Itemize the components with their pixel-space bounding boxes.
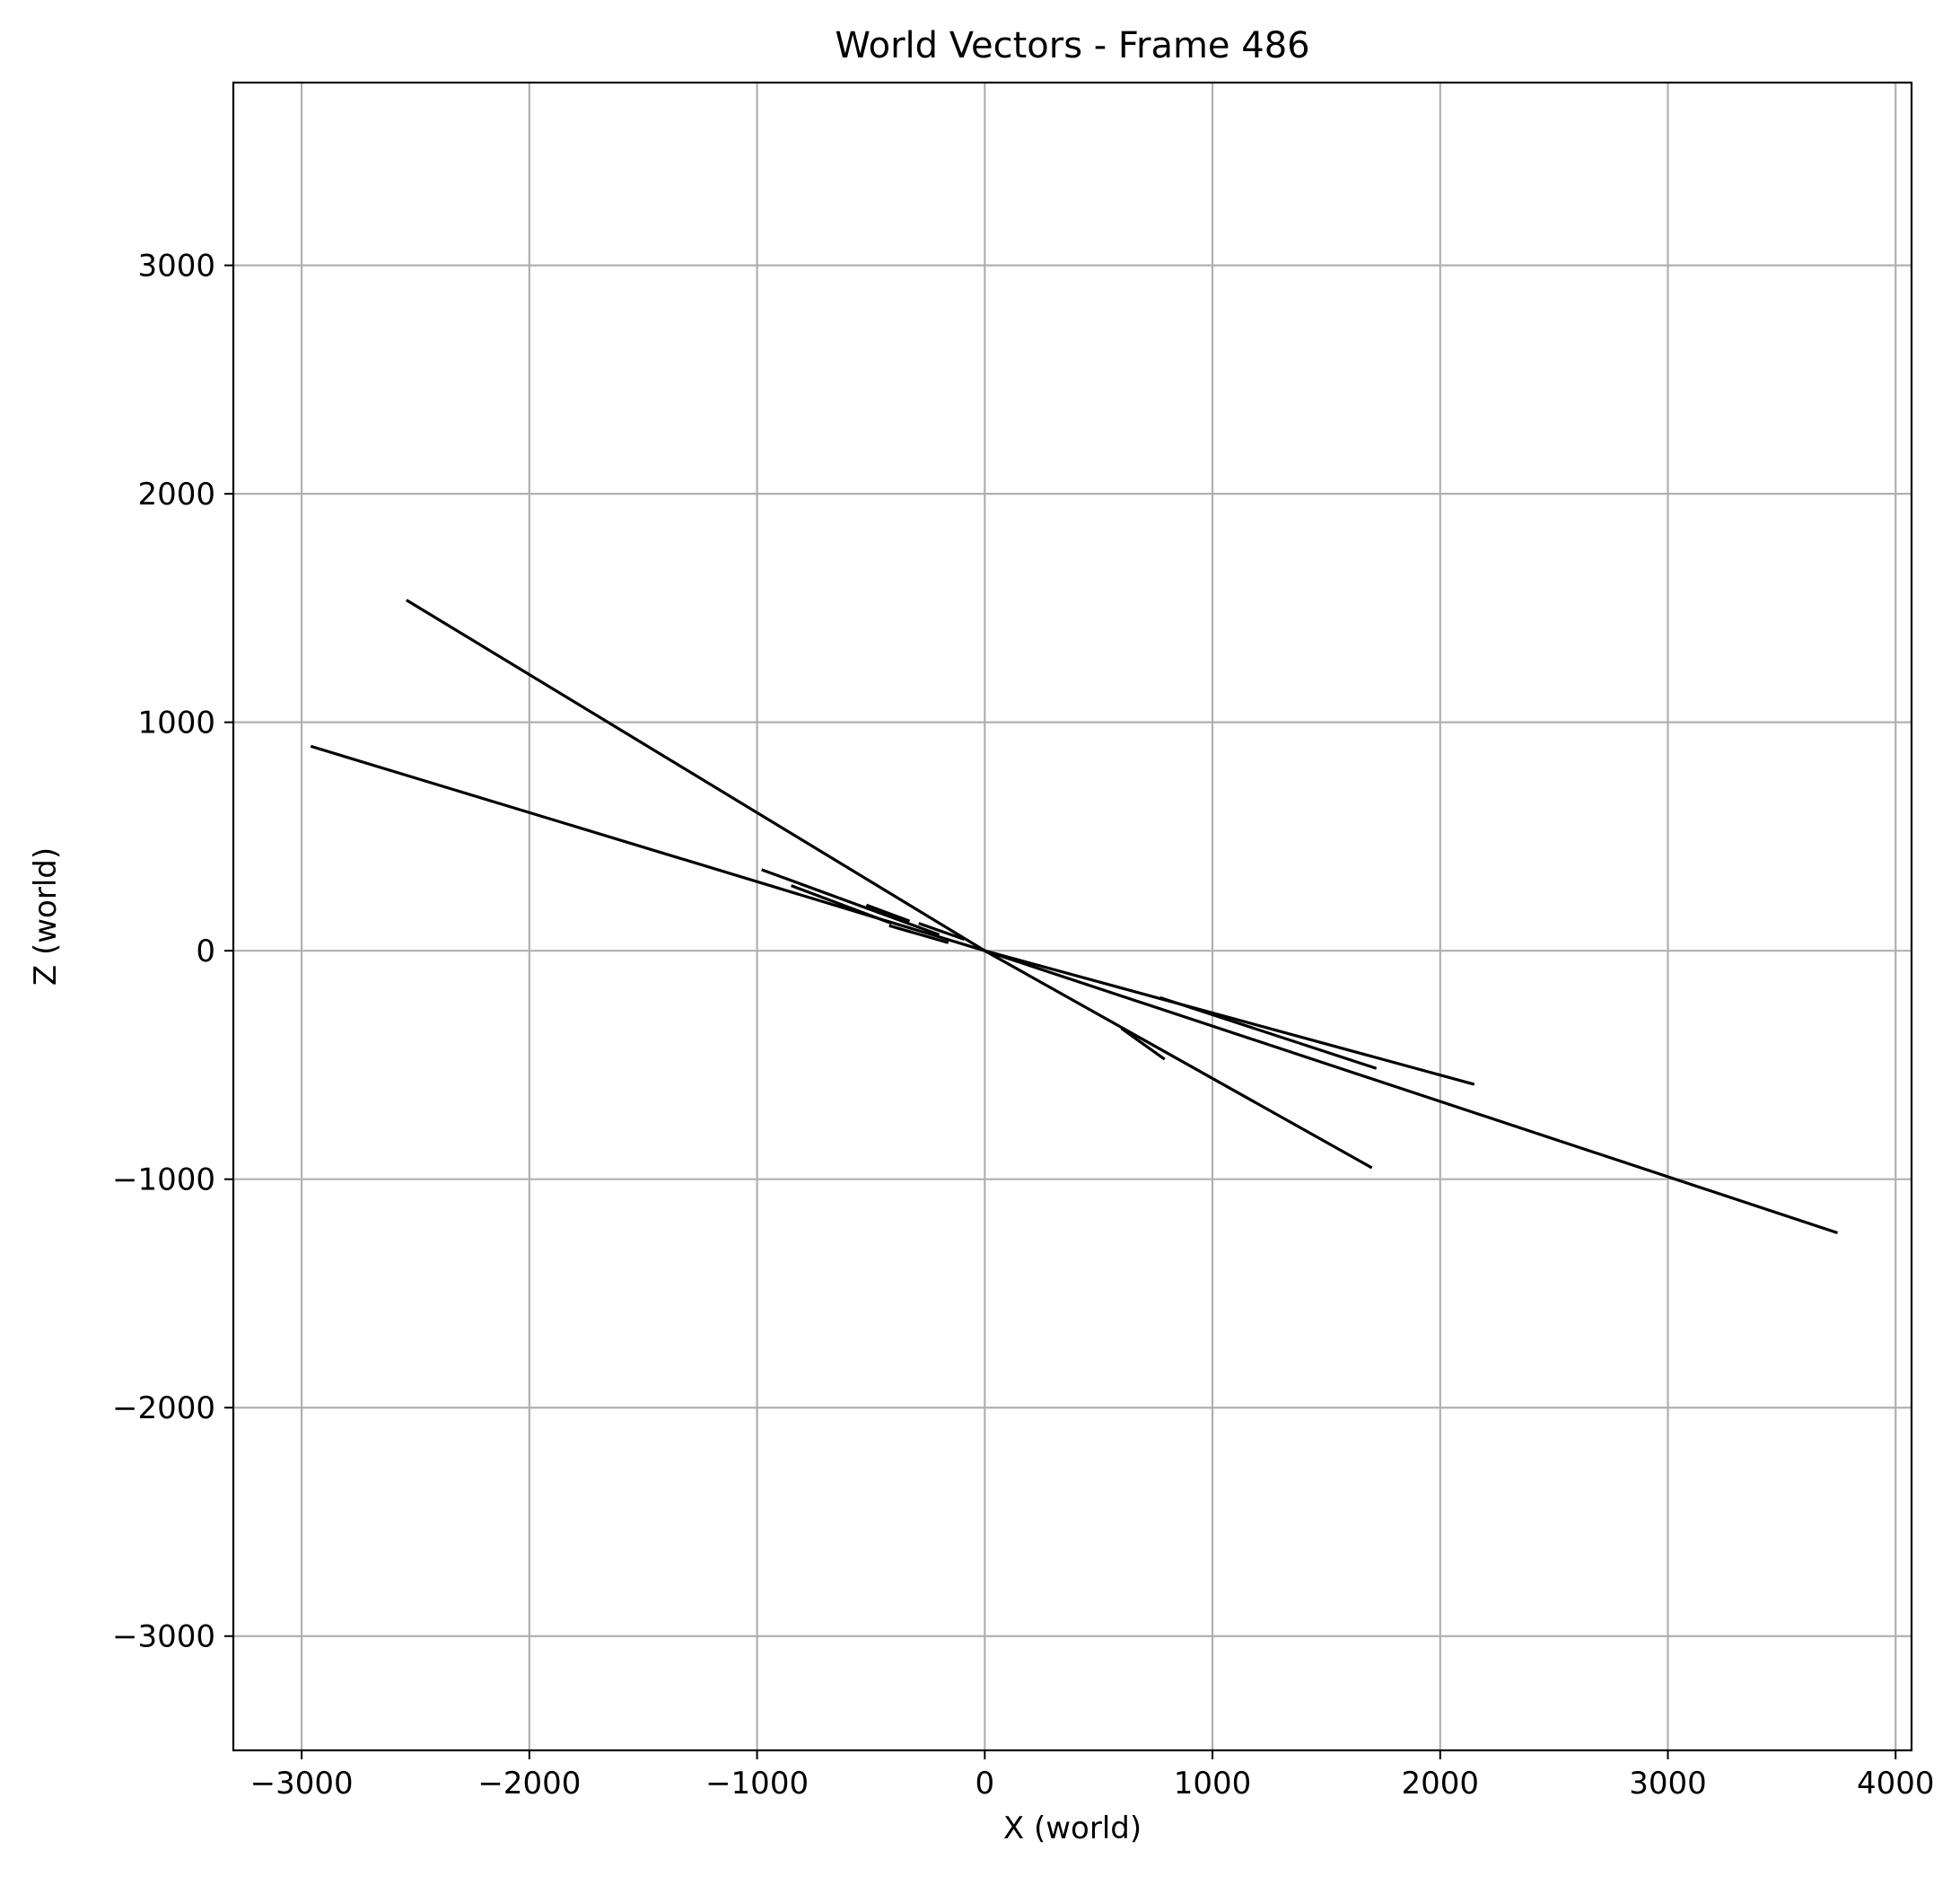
axis-ticks: −3000 −2000 −1000 0 1000 2000 3000 4000 −3000 −20… xyxy=(112,249,1935,1802)
y-tick-label: 2000 xyxy=(137,477,215,513)
y-tick-label: 0 xyxy=(196,934,215,969)
y-tick-label: −2000 xyxy=(112,1390,215,1426)
y-tick-label: 3000 xyxy=(137,249,215,285)
x-tick-label: 0 xyxy=(975,1766,994,1802)
vector-line xyxy=(1159,995,1378,1070)
vector-line xyxy=(918,922,966,941)
vector-line xyxy=(761,868,941,936)
plot-area-frame xyxy=(232,81,1913,1752)
x-tick-label: 4000 xyxy=(1857,1766,1935,1802)
vector-line xyxy=(1120,1027,1166,1061)
vector-line xyxy=(865,903,911,923)
x-tick-label: 2000 xyxy=(1402,1766,1480,1802)
x-tick-label: −3000 xyxy=(250,1766,354,1802)
vector-line xyxy=(984,949,1475,1086)
x-tick-label: 1000 xyxy=(1174,1766,1252,1802)
vector-line xyxy=(791,884,892,925)
vector-line xyxy=(984,949,1373,1170)
x-tick-label: 3000 xyxy=(1629,1766,1707,1802)
y-axis-label: Z (world) xyxy=(28,847,64,986)
vector-lines xyxy=(310,599,1839,1235)
x-tick-label: −1000 xyxy=(705,1766,809,1802)
y-tick-label: −3000 xyxy=(112,1619,215,1655)
chart-title: World Vectors - Frame 486 xyxy=(835,25,1309,66)
y-tick-label: 1000 xyxy=(137,706,215,741)
vector-line xyxy=(406,599,986,952)
grid-lines xyxy=(233,83,1912,1750)
x-axis-label: X (world) xyxy=(1003,1810,1142,1846)
vector-line xyxy=(984,949,1839,1235)
vector-line xyxy=(888,924,949,944)
y-tick-label: −1000 xyxy=(112,1162,215,1198)
x-tick-label: −2000 xyxy=(477,1766,581,1802)
